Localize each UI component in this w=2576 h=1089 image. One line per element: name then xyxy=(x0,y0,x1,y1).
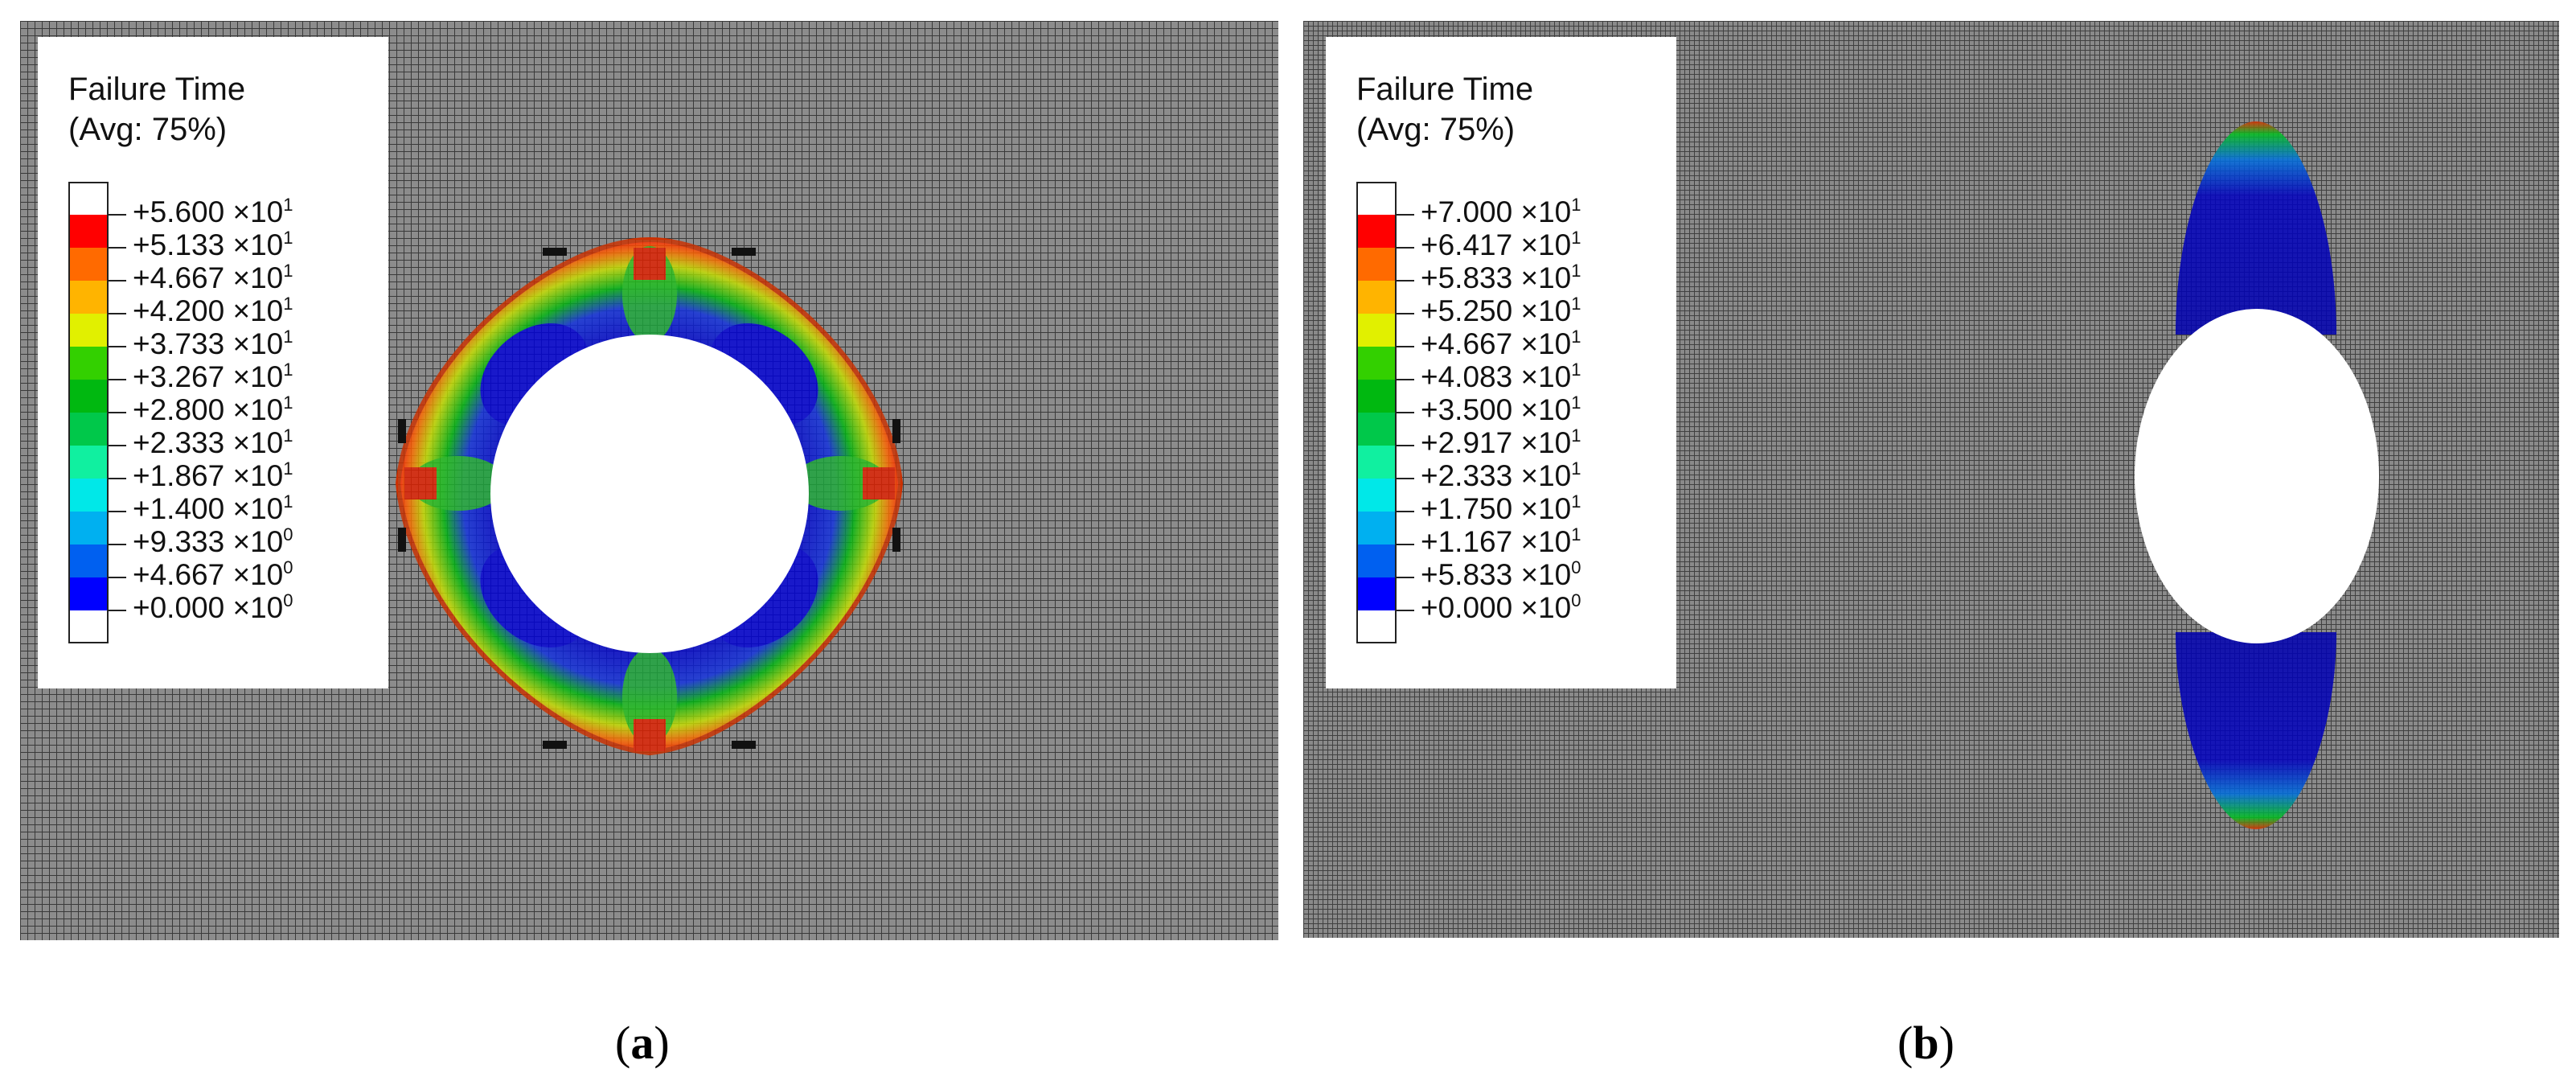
legend-tick xyxy=(109,412,126,413)
legend-swatch xyxy=(1356,314,1397,347)
legend-tick xyxy=(109,280,126,281)
legend-tick-label: +7.000 ×101 xyxy=(1421,195,1581,228)
legend-subtitle: (Avg: 75%) xyxy=(68,112,228,147)
legend-title: Failure Time xyxy=(1356,72,1534,107)
legend-tick xyxy=(1397,346,1414,347)
legend-swatch xyxy=(68,314,109,347)
caption-a: (a) xyxy=(615,1017,670,1069)
legend-tick xyxy=(109,511,126,512)
legend-swatch xyxy=(68,479,109,512)
legend-swatch xyxy=(68,215,109,248)
legend-tick-label: +0.000 ×100 xyxy=(1421,590,1581,624)
legend-a: Failure Time (Avg: 75%) +5.600 ×101 +5.13… xyxy=(38,37,388,688)
caption-b: (b) xyxy=(1897,1017,1955,1069)
opening-a xyxy=(490,335,809,653)
legend-tick xyxy=(1397,610,1414,611)
legend-tick xyxy=(109,610,126,611)
legend-swatch xyxy=(1356,347,1397,380)
legend-tick xyxy=(1397,511,1414,512)
legend-tick xyxy=(109,346,126,347)
legend-tick xyxy=(109,313,126,314)
legend-tick-label: +1.167 ×101 xyxy=(1421,524,1581,558)
legend-tick-label: +1.750 ×101 xyxy=(1421,491,1581,525)
legend-swatch xyxy=(1356,512,1397,544)
legend-tick xyxy=(1397,577,1414,578)
legend-swatch xyxy=(68,446,109,479)
legend-swatch xyxy=(68,512,109,544)
legend-swatch xyxy=(68,347,109,380)
legend-tick xyxy=(109,379,126,380)
legend-swatch xyxy=(1356,544,1397,577)
legend-tick xyxy=(1397,412,1414,413)
legend-tick xyxy=(109,478,126,479)
legend-swatch xyxy=(68,610,109,643)
legend-swatch xyxy=(68,248,109,281)
legend-tick-label: +4.200 ×101 xyxy=(133,294,293,327)
legend-tick-label: +4.667 ×100 xyxy=(133,557,293,591)
legend-tick xyxy=(1397,313,1414,314)
legend-tick xyxy=(1397,247,1414,249)
legend-tick-label: +4.667 ×101 xyxy=(133,261,293,294)
legend-tick-label: +2.333 ×101 xyxy=(1421,458,1581,492)
legend-subtitle: (Avg: 75%) xyxy=(1356,112,1516,147)
legend-tick xyxy=(109,247,126,249)
opening-b xyxy=(2135,309,2379,643)
legend-tick-label: +2.917 ×101 xyxy=(1421,425,1581,459)
legend-swatch xyxy=(68,544,109,577)
legend-swatch xyxy=(1356,479,1397,512)
edge-elements-a xyxy=(398,248,900,749)
contour-plot-a: Failure Time (Avg: 75%) +5.600 ×101 +5.13… xyxy=(20,21,1278,940)
legend-tick-label: +2.800 ×101 xyxy=(133,392,293,426)
legend-tick-label: +5.833 ×101 xyxy=(1421,261,1581,294)
legend-tick-label: +4.083 ×101 xyxy=(1421,360,1581,393)
legend-tick-label: +3.733 ×101 xyxy=(133,327,293,360)
legend-swatch xyxy=(1356,248,1397,281)
legend-tick xyxy=(1397,214,1414,216)
legend-swatch xyxy=(68,182,109,215)
legend-b: Failure Time (Avg: 75%) +7.000 ×101 +6.41… xyxy=(1326,37,1676,688)
legend-tick-label: +1.867 ×101 xyxy=(133,458,293,492)
legend-tick-label: +3.500 ×101 xyxy=(1421,392,1581,426)
legend-swatch xyxy=(1356,446,1397,479)
legend-swatch xyxy=(1356,380,1397,413)
legend-swatch xyxy=(1356,413,1397,446)
legend-tick xyxy=(1397,544,1414,545)
legend-tick xyxy=(109,577,126,578)
legend-tick xyxy=(1397,280,1414,281)
legend-tick-label: +6.417 ×101 xyxy=(1421,228,1581,261)
legend-tick-label: +9.333 ×100 xyxy=(133,524,293,558)
legend-swatch xyxy=(68,413,109,446)
legend-tick-label: +5.833 ×100 xyxy=(1421,557,1581,591)
legend-title: Failure Time xyxy=(68,72,246,107)
legend-tick-label: +0.000 ×100 xyxy=(133,590,293,624)
legend-swatch xyxy=(1356,182,1397,215)
legend-tick-label: +3.267 ×101 xyxy=(133,360,293,393)
legend-tick-label: +1.400 ×101 xyxy=(133,491,293,525)
legend-tick-label: +2.333 ×101 xyxy=(133,425,293,459)
legend-tick xyxy=(109,544,126,545)
legend-swatch xyxy=(68,281,109,314)
legend-swatch xyxy=(1356,577,1397,610)
legend-tick xyxy=(1397,379,1414,380)
legend-tick xyxy=(1397,445,1414,446)
legend-tick-label: +5.250 ×101 xyxy=(1421,294,1581,327)
legend-tick-label: +5.133 ×101 xyxy=(133,228,293,261)
legend-tick xyxy=(109,445,126,446)
legend-swatch xyxy=(1356,610,1397,643)
legend-swatch xyxy=(68,577,109,610)
legend-swatch xyxy=(1356,281,1397,314)
legend-tick xyxy=(1397,478,1414,479)
legend-tick-label: +5.600 ×101 xyxy=(133,195,293,228)
legend-swatch xyxy=(1356,215,1397,248)
legend-tick xyxy=(109,214,126,216)
legend-swatch xyxy=(68,380,109,413)
contour-plot-b: Failure Time (Avg: 75%) +7.000 ×101 +6.41… xyxy=(1303,21,2559,938)
legend-tick-label: +4.667 ×101 xyxy=(1421,327,1581,360)
